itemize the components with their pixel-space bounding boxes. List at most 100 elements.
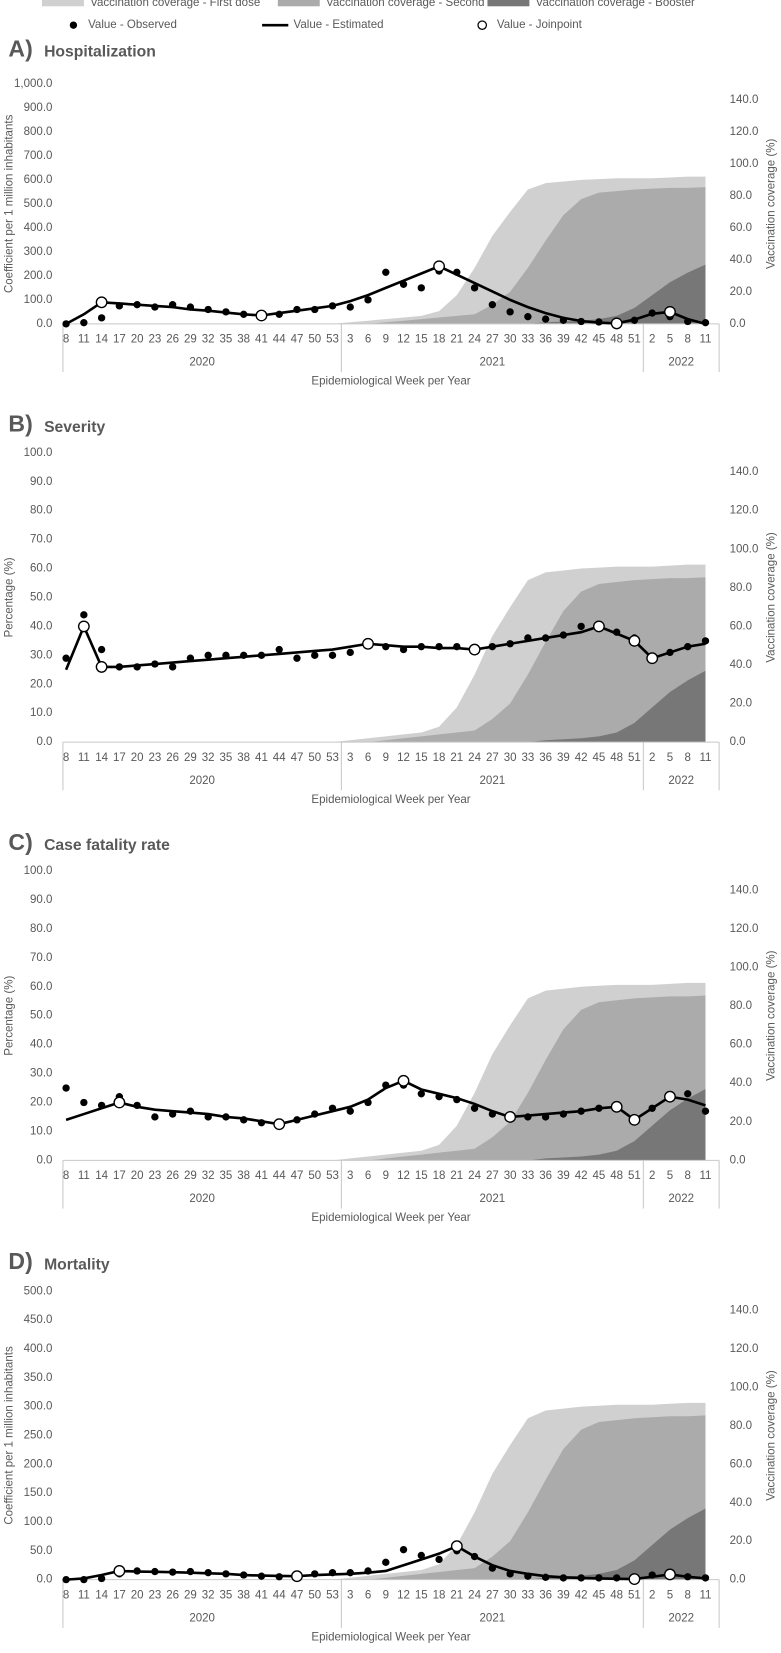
observed-point [453,1095,461,1104]
x-tick-label: 14 [95,334,108,346]
observed-point [275,645,283,654]
x-tick-label: 35 [220,1589,233,1601]
y-tick-label: 80.0 [30,505,52,517]
x-tick-label: 27 [486,334,499,346]
x-tick-label: 44 [273,1589,286,1601]
x-tick-label: 11 [78,752,90,764]
x-tick-label: 30 [504,1589,517,1601]
y2-tick-label: 120.0 [730,1343,759,1355]
y-tick-label: 10.0 [30,1125,52,1137]
observed-point [435,1093,443,1101]
year-label: 2020 [189,775,215,787]
x-tick-label: 20 [131,752,144,764]
x-tick-label: 27 [486,1170,499,1182]
x-tick-label: 44 [273,334,286,346]
observed-point [524,1572,532,1580]
observed-point [701,637,710,645]
x-tick-label: 8 [63,1170,69,1182]
observed-point [701,1574,710,1582]
legend-swatch [487,0,530,7]
panel-label: B) [8,411,32,437]
y-tick-label: 900.0 [24,102,53,114]
x-tick-label: 6 [365,752,371,764]
x-tick-label: 3 [347,752,353,764]
observed-point [97,645,106,654]
observed-point [257,651,266,659]
x-tick-label: 53 [326,752,339,764]
observed-point [151,660,159,668]
y2-tick-label: 100.0 [730,1382,759,1394]
x-tick-label: 45 [593,752,606,764]
x-tick-label: 33 [521,1170,534,1182]
joinpoint [610,1100,623,1113]
y2-tick-label: 0.0 [730,1154,746,1166]
joinpoint [628,1573,641,1585]
x-axis-title: Epidemiological Week per Year [311,1631,470,1643]
observed-point [151,1113,159,1121]
x-tick-label: 18 [433,334,446,346]
observed-point [311,651,319,659]
joinpoint [664,305,676,318]
panel-label: A) [8,35,32,61]
y2-tick-label: 100.0 [730,962,759,974]
x-tick-label: 21 [450,1589,463,1601]
x-tick-label: 8 [63,752,69,764]
observed-point [222,308,230,316]
observed-point [684,317,692,326]
observed-point [151,1567,159,1576]
y-tick-label: 50.0 [30,592,52,604]
observed-point [506,308,514,316]
x-tick-label: 32 [202,1170,215,1182]
y2-axis-title: Vaccination coverage (%) [766,950,778,1081]
y-tick-label: 70.0 [30,534,52,546]
y2-tick-label: 80.0 [730,190,752,202]
x-tick-label: 36 [539,752,552,764]
observed-point [417,1090,425,1098]
x-tick-label: 32 [202,752,215,764]
observed-point [240,310,248,318]
joinpoint [433,260,445,273]
observed-point [399,645,408,654]
y2-tick-label: 80.0 [730,1420,752,1432]
observed-point [577,1107,585,1115]
observed-point [311,1570,319,1578]
y2-tick-label: 60.0 [730,1039,752,1051]
y2-tick-label: 40.0 [730,1077,752,1089]
observed-point [417,1551,425,1560]
x-tick-label: 50 [308,752,321,764]
x-tick-label: 14 [95,1589,108,1601]
y-tick-label: 300.0 [24,1401,53,1413]
observed-point [488,1564,497,1572]
observed-point [364,1567,372,1575]
y2-axis-title: Vaccination coverage (%) [766,532,778,663]
x-tick-label: 47 [291,1589,304,1601]
x-tick-label: 26 [166,1589,179,1601]
x-tick-label: 17 [113,334,126,346]
y2-tick-label: 80.0 [730,582,752,594]
joinpoint [77,620,90,633]
y-tick-label: 50.0 [30,1545,52,1557]
year-label: 2022 [668,1612,694,1624]
joinpoint [397,1074,410,1087]
x-tick-label: 47 [291,752,304,764]
x-tick-label: 3 [347,1170,353,1182]
x-tick-label: 15 [415,334,428,346]
observed-point [470,1104,479,1112]
observed-point [364,296,372,304]
observed-point [595,1574,603,1582]
x-tick-label: 9 [383,1170,389,1182]
x-tick-label: 48 [610,752,623,764]
y-tick-label: 250.0 [24,1430,53,1442]
panel-label: C) [8,829,32,855]
joinpoint [468,643,481,656]
y2-tick-label: 20.0 [730,286,752,298]
observed-point [470,1552,479,1561]
observed-point [80,319,88,327]
x-tick-label: 3 [347,1589,353,1601]
y-tick-label: 400.0 [24,1343,53,1355]
x-tick-label: 41 [255,1170,268,1182]
year-label: 2021 [480,1193,506,1205]
observed-point [506,640,514,648]
y-tick-label: 800.0 [24,126,53,138]
y2-tick-label: 140.0 [730,466,759,478]
